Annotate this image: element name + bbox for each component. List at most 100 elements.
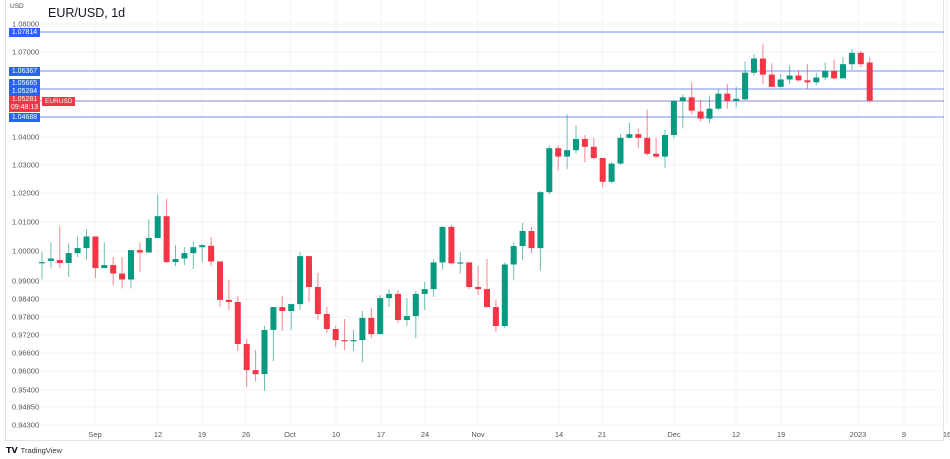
candle-up (65, 253, 72, 263)
x-tick-label: 9 (902, 430, 906, 439)
candle-up (421, 289, 428, 294)
price-level-label[interactable]: 1.05665 (9, 79, 40, 88)
candle-up (199, 245, 206, 248)
x-tick-label: 2023 (850, 430, 867, 439)
candle-down (795, 75, 802, 81)
x-tick-label: 16 (943, 430, 950, 439)
y-tick-label: 0.99000 (12, 277, 39, 286)
candle-up (733, 98, 740, 102)
y-tick-label: 1.01000 (12, 218, 39, 227)
candle-up (751, 58, 757, 73)
candle-up (101, 265, 108, 269)
x-tick-label: 14 (555, 430, 563, 439)
candle-up (537, 192, 544, 249)
candle-down (208, 245, 215, 262)
candle-down (635, 134, 642, 138)
candle-up (546, 148, 553, 193)
candle-up (403, 316, 410, 320)
candle-up (501, 264, 508, 326)
candle-up (715, 93, 722, 109)
candle-down (306, 256, 312, 287)
candle-up (154, 216, 161, 238)
y-tick-label: 0.94850 (12, 403, 39, 412)
candle-down (581, 138, 588, 147)
candle-up (47, 258, 54, 261)
y-tick-label: 0.95400 (12, 386, 39, 395)
y-tick-label: 1.07000 (12, 48, 39, 57)
candle-up (172, 259, 179, 263)
price-level-label[interactable]: 1.06367 (9, 67, 40, 76)
current-price-label: 1.05281 09:48:13 (9, 96, 40, 112)
candle-up (270, 307, 277, 330)
chart-title: EUR/USD, 1d (48, 6, 126, 20)
logo-text: TradingView (20, 446, 62, 455)
x-tick-label: 17 (377, 430, 385, 439)
y-tick-label: 1.08000 (12, 20, 39, 29)
candle-up (564, 150, 571, 157)
price-level-label[interactable]: 1.05284 (9, 87, 40, 96)
x-tick-label: 26 (242, 430, 250, 439)
candle-up (412, 293, 419, 317)
candle-up (297, 256, 304, 305)
candle-up (439, 226, 446, 263)
candle-down (555, 148, 562, 157)
chart-pane[interactable] (5, 0, 944, 441)
x-tick-label: 10 (332, 430, 340, 439)
candle-down (314, 287, 321, 314)
candle-up (288, 304, 295, 311)
candle-up (626, 134, 633, 138)
candle-down (323, 314, 330, 329)
candle-down (475, 287, 482, 290)
tradingview-logo[interactable]: 𝗧𝗩 TradingView (6, 446, 62, 455)
candle-up (822, 70, 829, 78)
candle-down (768, 74, 775, 87)
currency-label: USD (10, 3, 24, 10)
candle-down (448, 226, 455, 264)
candle-down (279, 307, 286, 311)
candle-down (492, 307, 499, 326)
x-tick-label: Dec (667, 430, 681, 439)
candle-down (368, 317, 375, 335)
y-tick-label: 0.98400 (12, 295, 39, 304)
symbol-tag: EURUSD (42, 97, 76, 106)
candle-up (617, 137, 624, 164)
candle-down (484, 289, 490, 308)
price-level-label[interactable]: 1.04688 (9, 113, 40, 122)
candle-down (466, 262, 473, 287)
y-tick-label: 1.00000 (12, 247, 39, 256)
candle-up (848, 52, 855, 65)
y-tick-label: 0.97800 (12, 313, 39, 322)
candle-down (395, 293, 401, 320)
candle-down (644, 137, 651, 154)
candle-up (510, 246, 517, 265)
x-tick-label: 12 (154, 430, 162, 439)
candle-up (359, 317, 366, 341)
candle-down (653, 153, 660, 157)
candle-down (759, 58, 766, 75)
candle-up (706, 108, 713, 119)
y-tick-label: 0.94300 (12, 421, 39, 430)
candle-up (608, 163, 615, 182)
candle-up (813, 77, 820, 83)
candle-up (679, 97, 686, 102)
candle-up (190, 247, 197, 254)
x-tick-label: 19 (777, 430, 785, 439)
candle-up (74, 248, 81, 254)
candle-down (252, 370, 259, 375)
x-tick-label: Nov (471, 430, 485, 439)
candle-down (688, 97, 695, 111)
x-tick-label: Sep (88, 430, 101, 439)
x-tick-label: 12 (732, 430, 740, 439)
candle-up (181, 253, 188, 259)
candle-up (840, 64, 846, 79)
candle-down (163, 216, 170, 263)
candle-up (742, 72, 749, 100)
candle-down (332, 329, 339, 341)
candle-up (128, 250, 134, 280)
bar-countdown: 09:48:13 (10, 104, 39, 111)
y-tick-label: 0.96600 (12, 349, 39, 358)
price-level-label[interactable]: 1.07814 (9, 28, 40, 37)
candle-down (857, 52, 864, 65)
y-tick-label: 1.04000 (12, 133, 39, 142)
